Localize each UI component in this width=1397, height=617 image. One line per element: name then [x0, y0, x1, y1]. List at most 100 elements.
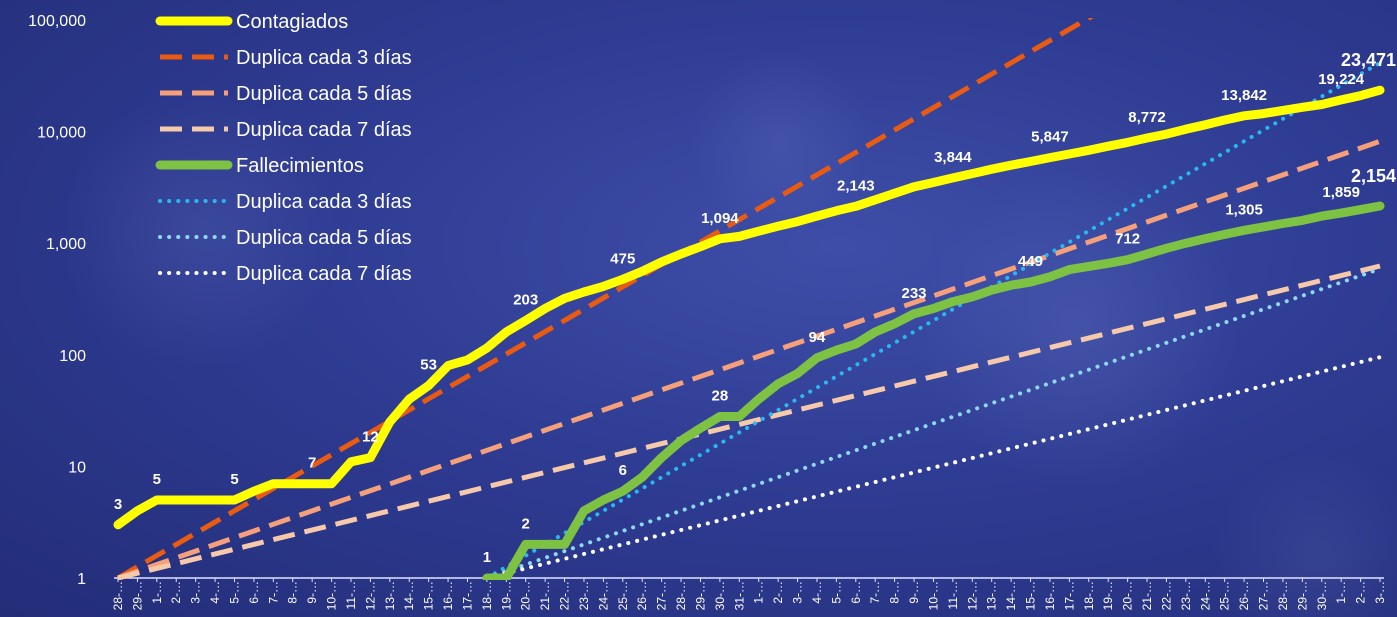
series-lines — [113, 18, 1385, 580]
x-tick-label: 2-… — [169, 581, 183, 604]
data-label: 5,847 — [1031, 129, 1069, 146]
x-tick-label: 8-… — [286, 581, 300, 604]
x-tick-label: 15-… — [422, 581, 436, 610]
x-tick-label: 7-… — [868, 581, 882, 604]
series-line-fallecimientos — [482, 201, 1385, 580]
series-line-contagiados — [113, 85, 1385, 530]
data-label: 19,224 — [1318, 71, 1365, 88]
x-tick-label: 30-… — [1315, 581, 1329, 610]
x-tick-label: 26-… — [1237, 581, 1251, 610]
series-line-dead5 — [484, 266, 1382, 580]
x-tick-label: 28-… — [674, 581, 688, 610]
legend-label: Duplica cada 3 días — [236, 191, 412, 213]
legend-label: Duplica cada 3 días — [236, 47, 412, 69]
legend: Contagiados Duplica cada 3 días Duplica ca… — [155, 11, 412, 285]
data-label: 28 — [712, 387, 729, 404]
data-label: 712 — [1115, 231, 1140, 248]
x-tick-label: 12-… — [363, 581, 377, 610]
data-label: 475 — [610, 250, 635, 267]
x-tick-label: 17-… — [460, 581, 474, 610]
x-tick-label: 23-… — [1179, 581, 1193, 610]
data-label: 23,471 — [1341, 50, 1396, 70]
data-label: 8,772 — [1128, 109, 1166, 126]
series-line-conf7 — [117, 263, 1381, 580]
x-tick-label: 4-… — [208, 581, 222, 604]
x-tick-label: 5-… — [227, 581, 241, 604]
x-tick-label: 23-… — [577, 581, 591, 610]
x-tick-label: 29-… — [130, 581, 144, 610]
data-label: 5 — [153, 471, 161, 488]
x-tick-label: 1-… — [1334, 581, 1348, 604]
x-tick-label: 15-… — [1024, 581, 1038, 610]
data-label: 203 — [513, 291, 538, 308]
data-labels: 35 5712532034751,0942,1433,8445,8478,7721… — [114, 50, 1396, 566]
data-label: 7 — [308, 455, 316, 472]
y-tick-label: 1 — [77, 571, 86, 588]
x-tick-label: 14-… — [402, 581, 416, 610]
x-tick-label: 16-… — [441, 581, 455, 610]
x-tick-label: 20-… — [1121, 581, 1135, 610]
data-label: 2 — [522, 515, 530, 532]
x-tick-label: 19-… — [1101, 581, 1115, 610]
x-tick-label: 9-… — [907, 581, 921, 604]
x-tick-label: 3-… — [189, 581, 203, 604]
x-tick-label: 11-… — [946, 581, 960, 609]
series-line-conf3 — [116, 18, 1094, 580]
legend-label: Duplica cada 7 días — [236, 119, 412, 141]
x-tick-label: 3-… — [791, 581, 805, 604]
x-tick-label: 21-… — [1140, 581, 1154, 610]
y-tick-label: 1,000 — [46, 236, 86, 253]
x-tick-label: 27-… — [655, 581, 669, 610]
data-label: 13,842 — [1221, 87, 1267, 104]
legend-label: Duplica cada 5 días — [236, 83, 412, 105]
x-tick-label: 14-… — [1004, 581, 1018, 610]
x-tick-label: 7-… — [266, 581, 280, 604]
data-label: 1 — [483, 549, 491, 566]
x-tick-label: 8-… — [888, 581, 902, 604]
x-tick-label: 28-… — [1276, 581, 1290, 610]
y-tick-label: 100,000 — [28, 13, 86, 30]
x-tick-label: 13-… — [985, 581, 999, 610]
x-tick-label: 10-… — [926, 581, 940, 610]
y-tick-label: 10,000 — [37, 125, 86, 142]
data-label: 6 — [619, 462, 627, 479]
x-tick-label: 21-… — [538, 581, 552, 610]
x-tick-label: 4-… — [810, 581, 824, 604]
x-tick-label: 9-… — [305, 581, 319, 604]
data-label: 5 — [230, 471, 238, 488]
y-tick-label: 10 — [68, 459, 86, 476]
x-tick-label: 22-… — [558, 581, 572, 610]
x-tick-label: 25-… — [616, 581, 630, 610]
data-label: 1,859 — [1322, 184, 1360, 201]
x-tick-label: 19-… — [499, 581, 513, 610]
x-tick-label: 18-… — [480, 581, 494, 610]
series-line-dead7 — [484, 355, 1382, 580]
x-tick-label: 22-… — [1159, 581, 1173, 610]
x-tick-label: 29-… — [693, 581, 707, 610]
x-tick-label: 17-… — [1062, 581, 1076, 610]
x-tick-label: 11-… — [344, 581, 358, 609]
data-label: 53 — [420, 357, 437, 374]
data-label: 1,094 — [701, 210, 739, 227]
data-label: 449 — [1018, 253, 1043, 270]
legend-label: Contagiados — [236, 11, 348, 33]
legend-label: Fallecimientos — [236, 155, 364, 177]
x-tick-label: 25-… — [1218, 581, 1232, 610]
x-tick-label: 18-… — [1082, 581, 1096, 610]
data-label: 2,154 — [1351, 166, 1396, 186]
series-line-dead3 — [484, 60, 1382, 580]
data-label: 2,143 — [837, 177, 875, 194]
legend-label: Duplica cada 7 días — [236, 263, 412, 285]
x-tick-label: 24-… — [1198, 581, 1212, 610]
x-tick-label: 10-… — [325, 581, 339, 610]
x-tick-label: 2-… — [1354, 581, 1368, 604]
x-tick-label: 24-… — [596, 581, 610, 610]
x-tick-label: 2-… — [771, 581, 785, 604]
data-label: 12 — [362, 429, 379, 446]
x-tick-label: 29-… — [1295, 581, 1309, 610]
x-tick-label: 1-… — [150, 581, 164, 604]
data-label: 94 — [809, 329, 826, 346]
x-tick-label: 26-… — [635, 581, 649, 610]
x-tick-label: 27-… — [1257, 581, 1271, 610]
